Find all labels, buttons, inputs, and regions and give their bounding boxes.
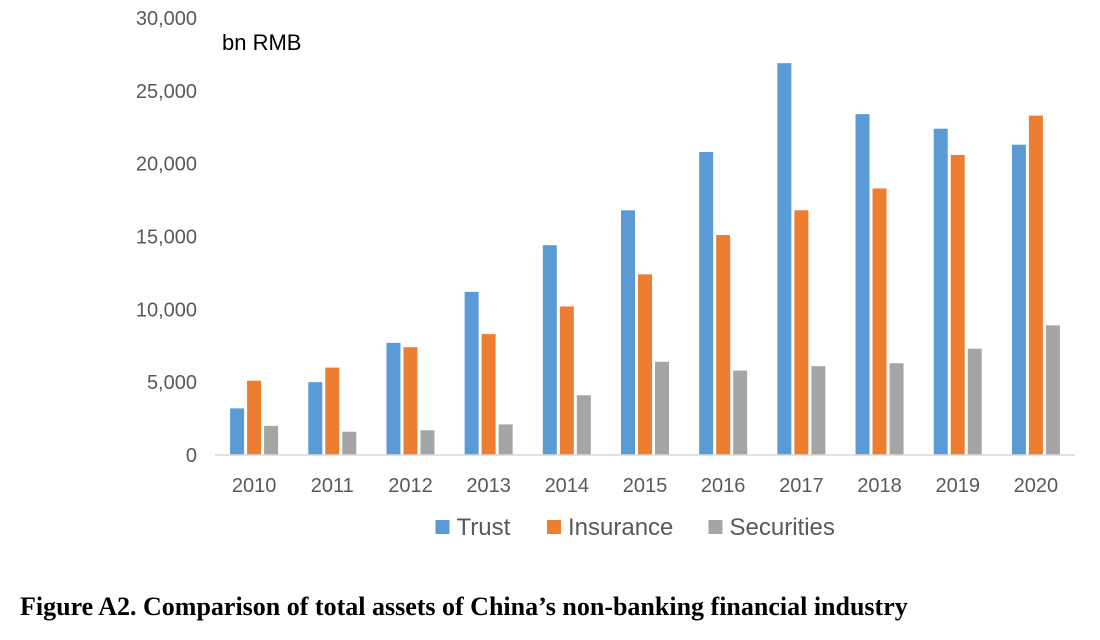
y-tick-label: 20,000 [136, 154, 197, 176]
y-tick-label: 15,000 [136, 227, 197, 249]
bar-trust-2013 [464, 291, 479, 455]
legend-swatch [435, 520, 450, 534]
x-tick-label: 2012 [388, 475, 433, 497]
bar-insurance-2016 [716, 235, 731, 455]
bar-insurance-2015 [638, 274, 652, 455]
bar-trust-2017 [777, 63, 792, 455]
bar-trust-2012 [386, 342, 401, 455]
x-tick-label: 2016 [701, 475, 746, 497]
bar-trust-2020 [1011, 144, 1026, 456]
x-tick-label: 2010 [232, 475, 277, 497]
x-tick-label: 2015 [623, 475, 668, 497]
bar-trust-2010 [230, 408, 245, 455]
x-tick-label: 2017 [779, 475, 824, 497]
bar-securities-2013 [498, 424, 513, 455]
legend-item-trust: Trust [435, 514, 511, 541]
y-tick-label: 0 [186, 445, 197, 467]
bar-insurance-2014 [559, 306, 574, 455]
x-tick-label: 2011 [311, 475, 354, 497]
bar-securities-2012 [420, 430, 435, 455]
legend-swatch [708, 520, 723, 534]
y-tick-label: 5,000 [147, 372, 197, 394]
bar-chart: bn RMB 0 5,000 10,000 15,000 20,000 25,000 30,… [136, 8, 1075, 541]
y-tick-label: 25,000 [136, 81, 197, 103]
bar-securities-2011 [342, 431, 357, 455]
y-tick-label: 10,000 [136, 299, 197, 321]
y-axis: 0 5,000 10,000 15,000 20,000 25,000 30,000 [136, 8, 197, 467]
bar-securities-2020 [1045, 325, 1060, 455]
bar-securities-2015 [655, 361, 669, 455]
bar-insurance-2012 [403, 347, 418, 455]
bar-insurance-2010 [247, 380, 262, 455]
bar-insurance-2017 [794, 210, 809, 455]
bar-trust-2016 [699, 152, 714, 455]
bar-insurance-2011 [325, 367, 340, 455]
legend: Trust Insurance Securities [435, 514, 835, 541]
bar-securities-2019 [967, 348, 982, 455]
legend-item-securities: Securities [708, 514, 835, 541]
x-tick-label: 2018 [857, 475, 902, 497]
bar-insurance-2020 [1028, 115, 1043, 455]
bar-securities-2018 [889, 363, 904, 455]
bar-trust-2019 [933, 128, 948, 455]
legend-swatch [547, 520, 561, 534]
bar-securities-2014 [576, 395, 591, 455]
legend-label: Trust [457, 514, 511, 541]
bar-insurance-2019 [950, 154, 965, 455]
bars [230, 63, 1060, 456]
x-tick-label: 2013 [466, 475, 511, 497]
legend-label: Insurance [568, 514, 673, 541]
bar-trust-2014 [542, 245, 557, 455]
bar-securities-2016 [733, 370, 748, 455]
bar-trust-2018 [855, 114, 870, 455]
x-tick-label: 2019 [935, 475, 980, 497]
y-unit-label: bn RMB [222, 30, 301, 55]
figure-caption: Figure A2. Comparison of total assets of… [20, 592, 908, 621]
bar-insurance-2018 [872, 188, 887, 455]
legend-item-insurance: Insurance [547, 514, 673, 541]
x-tick-label: 2014 [545, 475, 590, 497]
x-axis: 2010 2011 2012 2013 2014 2015 2016 2017 2018 2019… [232, 475, 1058, 497]
bar-securities-2017 [811, 366, 826, 455]
legend-label: Securities [730, 514, 835, 541]
bar-securities-2010 [264, 425, 279, 455]
x-tick-label: 2020 [1014, 475, 1059, 497]
bar-trust-2015 [621, 210, 635, 455]
y-tick-label: 30,000 [136, 8, 197, 30]
bar-trust-2011 [308, 382, 323, 455]
bar-insurance-2013 [481, 334, 496, 455]
